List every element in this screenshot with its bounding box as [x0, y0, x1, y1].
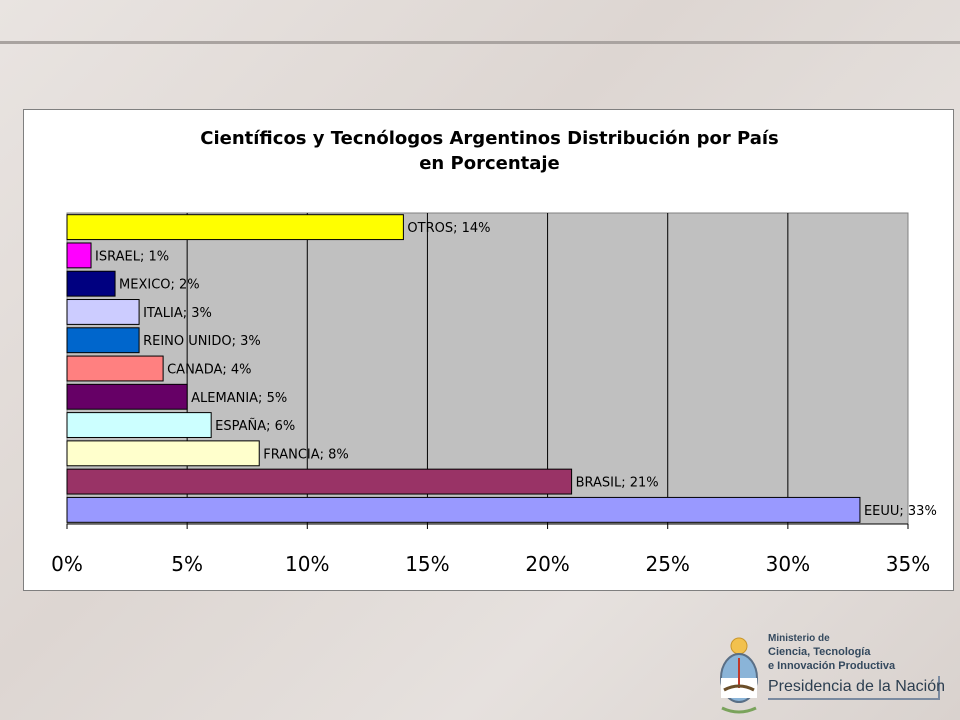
data-label: ITALIA; 3% — [143, 306, 212, 321]
chart-title-line1: Científicos y Tecnólogos Argentinos Dist… — [200, 128, 779, 149]
data-label: EEUU; 33% — [864, 504, 937, 519]
coat-of-arms-icon — [720, 637, 758, 714]
data-label: BRASIL; 21% — [576, 476, 659, 491]
chart-container: Científicos y Tecnólogos Argentinos Dist… — [23, 109, 954, 591]
x-tick-label: 30% — [766, 552, 810, 576]
data-label: ALEMANIA; 5% — [191, 391, 287, 406]
bar-canada — [66, 355, 164, 382]
ministry-logo: Ministerio de Ciencia, Tecnología e Inno… — [712, 628, 952, 718]
bar-italia — [66, 299, 140, 325]
bar-brasil — [66, 468, 573, 495]
bar-reino-unido — [66, 327, 140, 354]
x-tick-label: 35% — [886, 552, 930, 576]
logo-ministerio: Ministerio de — [768, 633, 830, 644]
x-tick-label: 10% — [285, 552, 329, 576]
data-label: FRANCIA; 8% — [263, 447, 349, 462]
data-label: MEXICO; 2% — [119, 278, 200, 293]
logo-underline — [768, 676, 940, 700]
bar-mexico — [66, 270, 116, 297]
bar-chart: 0% 5% 10% 15% 20% 25% 30% 35% EEUU; 33% BRASIL; 2… — [51, 212, 937, 576]
x-tick-label: 0% — [51, 552, 83, 576]
data-label: ISRAEL; 1% — [95, 249, 169, 264]
bar-israel — [66, 242, 92, 269]
bar-francia — [66, 440, 260, 467]
data-label: OTROS; 14% — [407, 221, 490, 236]
x-tick-label: 25% — [645, 552, 689, 576]
x-tick-label: 15% — [405, 552, 449, 576]
data-label: CANADA; 4% — [167, 363, 251, 378]
data-label: ESPAÑA; 6% — [215, 418, 295, 434]
header-divider-line — [0, 41, 960, 44]
chart-title-line2: en Porcentaje — [419, 153, 560, 174]
data-label: REINO UNIDO; 3% — [143, 334, 261, 349]
x-tick-label: 20% — [525, 552, 569, 576]
chart-title: Científicos y Tecnólogos Argentinos Dist… — [24, 126, 955, 176]
bar-alemania — [66, 383, 188, 410]
logo-innovacion: e Innovación Productiva — [768, 660, 896, 672]
logo-presidencia: Presidencia de la Nación — [768, 678, 945, 695]
bar-eeuu — [66, 496, 861, 523]
bar-españa — [66, 412, 212, 438]
bar-otros — [66, 214, 404, 241]
x-tick-label: 5% — [171, 552, 203, 576]
logo-ciencia: Ciencia, Tecnología — [768, 646, 871, 658]
